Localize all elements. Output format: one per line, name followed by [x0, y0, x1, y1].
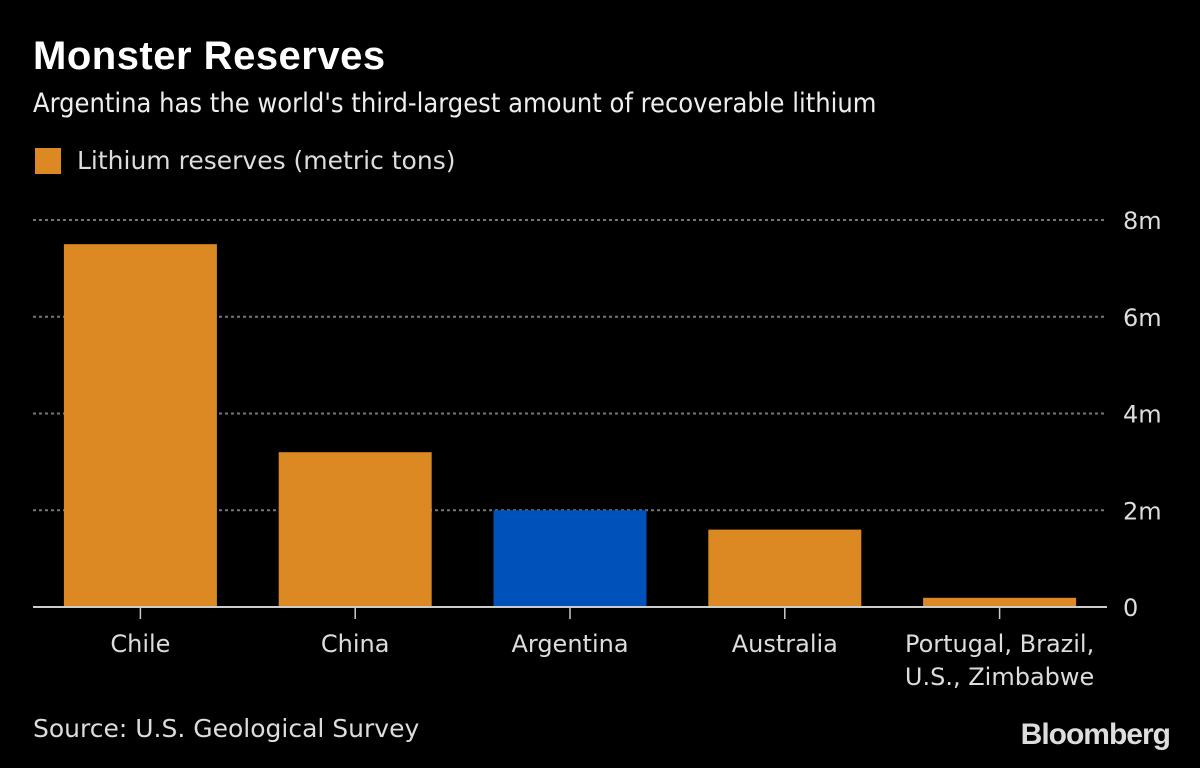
x-tick-label: China — [321, 630, 390, 658]
y-tick-label: 4m — [1123, 401, 1162, 429]
bar-1 — [278, 452, 432, 607]
legend-label: Lithium reserves (metric tons) — [77, 146, 456, 175]
bar-4 — [923, 597, 1077, 607]
chart-subtitle: Argentina has the world's third-largest … — [33, 88, 877, 119]
source-note: Source: U.S. Geological Survey — [33, 714, 420, 743]
x-tick-label: Australia — [732, 630, 838, 658]
y-tick-label: 0 — [1123, 594, 1138, 622]
bar-3 — [708, 529, 862, 607]
y-tick-label: 2m — [1123, 497, 1162, 525]
bar-0 — [63, 244, 217, 607]
chart-title: Monster Reserves — [33, 34, 386, 78]
legend: Lithium reserves (metric tons) — [35, 146, 455, 175]
y-tick-label: 6m — [1123, 304, 1162, 332]
legend-swatch — [35, 147, 61, 174]
x-tick-label: Portugal, Brazil, — [905, 630, 1094, 658]
bloomberg-logo: Bloomberg — [1020, 718, 1171, 751]
x-tick-label: Argentina — [511, 630, 628, 658]
x-tick-label: Chile — [110, 630, 170, 658]
y-tick-label: 8m — [1123, 207, 1162, 235]
bar-2 — [493, 510, 647, 607]
x-tick-label: U.S., Zimbabwe — [905, 663, 1094, 691]
